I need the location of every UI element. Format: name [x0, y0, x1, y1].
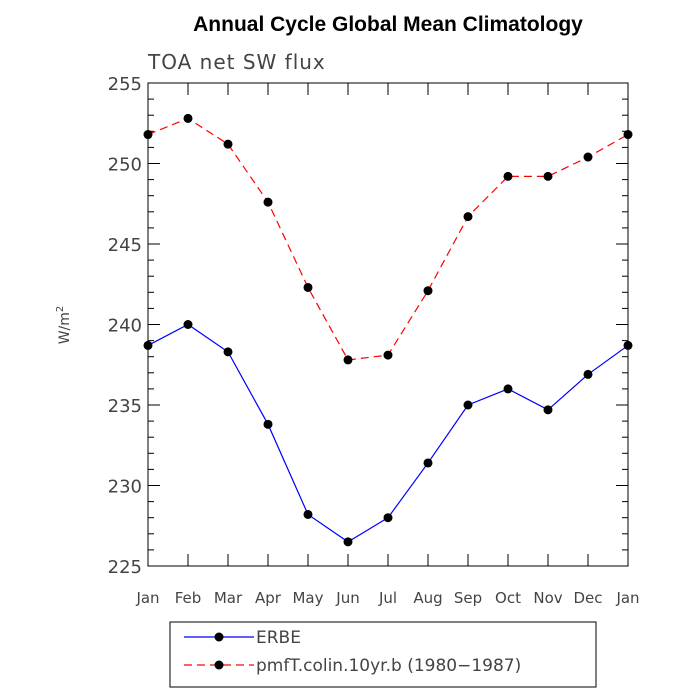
- data-point: [383, 350, 393, 360]
- data-point: [543, 171, 553, 181]
- data-point: [263, 197, 273, 207]
- data-point: [223, 347, 233, 357]
- x-tick-label: Oct: [495, 589, 521, 607]
- x-tick-label: Jan: [615, 589, 639, 607]
- x-tick-label: Aug: [413, 589, 442, 607]
- data-point: [463, 212, 473, 222]
- data-point: [423, 458, 433, 468]
- data-point: [143, 340, 153, 350]
- x-tick-label: Apr: [255, 589, 282, 607]
- data-point: [423, 286, 433, 296]
- data-point: [583, 369, 593, 379]
- y-axis-label: W/m2: [55, 306, 73, 345]
- y-tick-label: 230: [108, 477, 142, 498]
- data-point: [543, 405, 553, 415]
- legend-label-model: pmfT.colin.10yr.b (1980−1987): [256, 656, 521, 676]
- y-tick-label: 255: [108, 74, 142, 95]
- y-tick-label: 240: [108, 316, 142, 337]
- x-tick-label: May: [292, 589, 323, 607]
- y-axis-label-superscript: 2: [55, 306, 66, 312]
- data-point: [223, 139, 233, 149]
- legend-label-erbe: ERBE: [256, 628, 301, 648]
- y-tick-label: 245: [108, 235, 142, 256]
- data-point: [503, 384, 513, 394]
- legend-marker-erbe: [214, 632, 224, 642]
- data-point: [503, 171, 513, 181]
- series-group: [143, 113, 633, 365]
- plot-frame: [147, 82, 629, 567]
- data-point: [343, 537, 353, 547]
- x-tick-label: Jun: [335, 589, 359, 607]
- x-tick-label: Dec: [573, 589, 602, 607]
- data-point: [303, 509, 313, 519]
- legend-marker-model: [214, 660, 224, 670]
- chart-subtitle: TOA net SW flux: [147, 50, 326, 74]
- x-tick-label: Feb: [175, 589, 202, 607]
- data-point: [183, 113, 193, 123]
- data-point: [463, 400, 473, 410]
- series-group: [143, 320, 633, 547]
- y-tick-labels: 225 230 235 240 245 250 255: [108, 74, 142, 578]
- series-layer: [143, 113, 633, 547]
- chart-title: Annual Cycle Global Mean Climatology: [193, 13, 583, 36]
- data-point: [343, 355, 353, 365]
- data-point: [143, 130, 153, 140]
- x-tick-label: Jan: [135, 589, 159, 607]
- data-point: [623, 130, 633, 140]
- series-line: [147, 117, 629, 361]
- data-point: [583, 152, 593, 162]
- legend: ERBE pmfT.colin.10yr.b (1980−1987): [169, 621, 597, 688]
- data-point: [183, 320, 193, 329]
- data-point: [623, 340, 633, 350]
- data-point: [383, 513, 393, 523]
- data-point: [303, 282, 313, 292]
- x-tick-label: Jul: [378, 589, 397, 607]
- plot-axes: [147, 82, 629, 567]
- y-tick-label: 250: [108, 155, 142, 176]
- x-tick-label: Sep: [454, 589, 482, 607]
- data-point: [263, 419, 273, 429]
- x-tick-label: Mar: [214, 589, 243, 607]
- x-tick-label: Nov: [533, 589, 562, 607]
- y-tick-label: 235: [108, 396, 142, 417]
- legend-box: [169, 621, 597, 688]
- y-tick-label: 225: [108, 557, 142, 578]
- x-tick-labels: Jan Feb Mar Apr May Jun Jul Aug Sep Oct Nov Dec Jan: [135, 589, 639, 607]
